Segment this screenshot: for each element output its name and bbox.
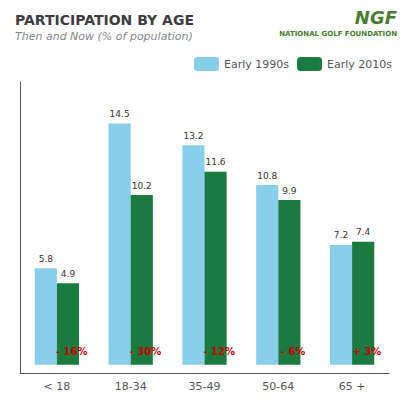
- svg-text:Early 1990s: Early 1990s: [224, 58, 289, 71]
- svg-text:- 12%: - 12%: [203, 346, 235, 357]
- svg-text:Early 2010s: Early 2010s: [327, 58, 392, 71]
- svg-text:50-64: 50-64: [262, 380, 294, 393]
- svg-text:7.4: 7.4: [356, 227, 371, 237]
- svg-text:- 16%: - 16%: [56, 346, 88, 357]
- svg-text:18-34: 18-34: [115, 380, 147, 393]
- svg-text:< 18: < 18: [44, 380, 71, 393]
- svg-text:10.8: 10.8: [257, 171, 277, 181]
- svg-text:65 +: 65 +: [339, 380, 366, 393]
- svg-text:4.9: 4.9: [61, 269, 76, 279]
- svg-text:NATIONAL GOLF FOUNDATION: NATIONAL GOLF FOUNDATION: [279, 30, 397, 38]
- svg-text:10.2: 10.2: [132, 181, 152, 191]
- svg-text:7.2: 7.2: [334, 230, 348, 240]
- svg-text:- 30%: - 30%: [130, 346, 162, 357]
- svg-text:5.8: 5.8: [39, 254, 54, 264]
- svg-text:+ 3%: + 3%: [352, 346, 381, 357]
- svg-text:Then and Now (% of population): Then and Now (% of population): [15, 30, 193, 43]
- svg-text:NGF: NGF: [355, 7, 398, 28]
- svg-text:13.2: 13.2: [183, 131, 203, 141]
- svg-text:11.6: 11.6: [206, 157, 226, 167]
- svg-text:35-49: 35-49: [189, 380, 221, 393]
- svg-text:14.5: 14.5: [110, 109, 130, 119]
- svg-text:- 6%: - 6%: [281, 346, 306, 357]
- svg-text:PARTICIPATION BY AGE: PARTICIPATION BY AGE: [15, 12, 194, 28]
- svg-text:9.9: 9.9: [282, 186, 297, 196]
